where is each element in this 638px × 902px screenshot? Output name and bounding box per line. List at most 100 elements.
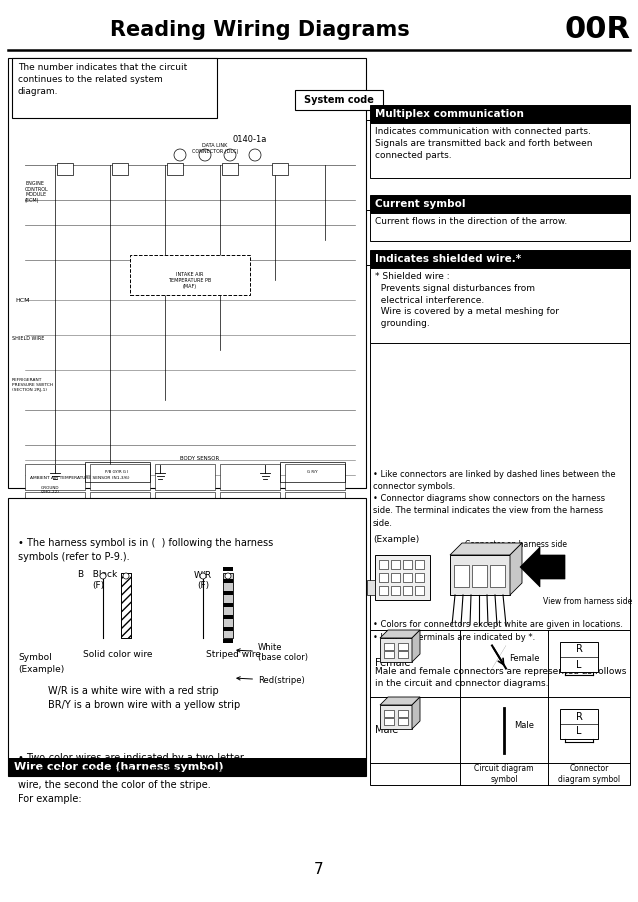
Polygon shape (412, 697, 420, 729)
Text: Symbol
(Example): Symbol (Example) (18, 653, 64, 674)
Circle shape (174, 149, 186, 161)
Text: P/B GY/R G I: P/B GY/R G I (105, 470, 129, 474)
Circle shape (199, 149, 211, 161)
Bar (398, 710, 408, 717)
Bar (280, 462, 345, 482)
Bar (370, 670, 630, 688)
Bar (8, 758, 366, 776)
Polygon shape (510, 543, 522, 595)
Text: • Two-color wires are indicated by a two-letter
symbol.The first indicates the b: • Two-color wires are indicated by a two… (18, 753, 248, 804)
Bar (12, 58, 217, 118)
Bar (222, 163, 238, 175)
Text: Male: Male (514, 721, 534, 730)
Bar (560, 709, 598, 739)
Text: ENGINE
CONTROL
MODULE
(ECM): ENGINE CONTROL MODULE (ECM) (25, 180, 48, 203)
Text: * Shielded wire :
  Prevents signal disturbances from
  electrical interference.: * Shielded wire : Prevents signal distur… (375, 272, 559, 328)
Bar (391, 573, 400, 582)
Text: L: L (576, 659, 582, 669)
Circle shape (225, 573, 231, 579)
Text: 7: 7 (314, 862, 324, 878)
Text: Connector on harness side: Connector on harness side (465, 540, 567, 549)
Circle shape (200, 573, 206, 579)
Text: 00R: 00R (565, 15, 631, 44)
Bar (398, 651, 408, 658)
Text: Multiplex communication: Multiplex communication (375, 109, 524, 119)
Text: BODY SENSOR: BODY SENSOR (181, 456, 219, 461)
Bar (403, 560, 412, 569)
Bar (223, 591, 233, 595)
Bar (220, 464, 280, 490)
Bar (391, 586, 400, 595)
Bar (223, 603, 233, 607)
Text: INTAKE AIR
TEMPERATURE PB
(MAF): INTAKE AIR TEMPERATURE PB (MAF) (168, 272, 212, 289)
Bar (85, 462, 150, 482)
Text: W/R
(F): W/R (F) (194, 570, 212, 590)
Bar (380, 705, 412, 729)
Circle shape (123, 573, 129, 579)
Text: The number indicates that the circuit
continues to the related system
diagram.: The number indicates that the circuit co… (18, 63, 187, 96)
Text: • Colors for connectors except white are given in locations.
• Unused terminals : • Colors for connectors except white are… (373, 620, 623, 641)
Text: • Like connectors are linked by dashed lines between the
connector symbols.
• Co: • Like connectors are linked by dashed l… (373, 470, 616, 528)
Polygon shape (380, 697, 420, 705)
Bar (370, 630, 630, 785)
Bar (25, 464, 85, 490)
Circle shape (100, 573, 106, 579)
Circle shape (249, 149, 261, 161)
Bar (8, 498, 366, 776)
Bar (384, 643, 394, 650)
Bar (130, 255, 250, 295)
Polygon shape (380, 630, 420, 638)
Text: HCM: HCM (15, 298, 29, 302)
Bar (8, 58, 366, 488)
Bar (403, 586, 412, 595)
Bar (121, 573, 131, 638)
Text: SHIELD WIRE: SHIELD WIRE (12, 336, 45, 340)
Text: Reading Wiring Diagrams: Reading Wiring Diagrams (110, 20, 410, 40)
Text: Female: Female (375, 658, 410, 668)
Bar (370, 195, 630, 213)
Bar (379, 586, 388, 595)
Bar (90, 492, 150, 518)
Bar (223, 567, 233, 571)
Bar (384, 718, 394, 725)
Text: • The harness symbol is in (  ) following the harness
symbols (refer to P-9.).: • The harness symbol is in ( ) following… (18, 538, 273, 562)
Bar (272, 163, 288, 175)
Bar (155, 492, 215, 518)
Bar (379, 560, 388, 569)
Text: Female: Female (509, 654, 540, 663)
Bar (398, 718, 408, 725)
Bar (223, 579, 233, 583)
Bar (223, 573, 233, 638)
Text: Solid color wire: Solid color wire (83, 650, 152, 659)
Text: Connector symbols: Connector symbols (375, 674, 487, 684)
Text: View from harness side: View from harness side (543, 597, 632, 606)
Bar (450, 555, 510, 595)
Bar (295, 90, 383, 110)
Bar (380, 638, 412, 662)
Text: REFRIGERANT
PRESSURE SWITCH
(SECTION 2RJ-1): REFRIGERANT PRESSURE SWITCH (SECTION 2RJ… (12, 379, 53, 391)
Text: DATA LINK
CONNECTOR (DLC): DATA LINK CONNECTOR (DLC) (192, 143, 238, 154)
Text: R: R (575, 645, 582, 655)
Text: Current flows in the direction of the arrow.: Current flows in the direction of the ar… (375, 217, 567, 226)
Text: W/R is a white wire with a red strip
BR/Y is a brown wire with a yellow strip: W/R is a white wire with a red strip BR/… (48, 686, 241, 710)
Text: Striped wire: Striped wire (205, 650, 260, 659)
Text: R: R (575, 712, 582, 722)
Text: Current symbol: Current symbol (375, 199, 466, 209)
Bar (285, 492, 345, 518)
Bar (391, 560, 400, 569)
Bar (223, 627, 233, 631)
Bar (454, 565, 469, 587)
Bar (370, 123, 630, 178)
Text: GROUND
(2HG-22): GROUND (2HG-22) (41, 485, 59, 494)
Bar (223, 639, 233, 643)
Text: L: L (576, 726, 582, 737)
Text: Connector
diagram symbol: Connector diagram symbol (558, 764, 620, 784)
Bar (370, 338, 630, 688)
Bar (375, 555, 430, 600)
Bar (90, 464, 150, 490)
Bar (403, 573, 412, 582)
Text: G R/Y: G R/Y (307, 470, 317, 474)
Text: White
(base color): White (base color) (237, 643, 308, 662)
Text: Male: Male (375, 725, 398, 735)
Text: 0140-1a: 0140-1a (233, 135, 267, 144)
